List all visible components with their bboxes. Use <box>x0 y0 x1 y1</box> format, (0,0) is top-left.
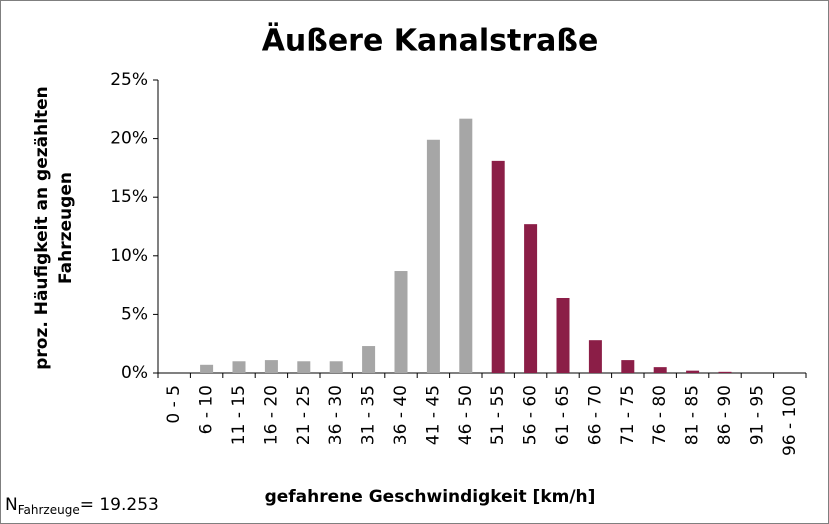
y-axis-title: Fahrzeugen <box>56 172 76 284</box>
x-tick-label: 6 - 10 <box>197 385 217 434</box>
y-tick-label: 5% <box>121 304 148 324</box>
x-tick-label: 36 - 30 <box>326 385 346 445</box>
bar <box>621 360 635 373</box>
bar <box>264 360 278 373</box>
x-tick-label: 76 - 80 <box>650 385 670 445</box>
bar <box>653 367 667 373</box>
chart-title: Äußere Kanalstraße <box>262 23 599 59</box>
x-tick-label: 46 - 50 <box>456 385 476 445</box>
y-axis-title: proz. Häufigkeit an gezählten <box>32 86 52 370</box>
x-tick-label: 11 - 15 <box>229 385 249 445</box>
bar <box>524 224 538 373</box>
bar <box>297 361 311 373</box>
note: NFahrzeuge= 19.253 <box>5 495 159 517</box>
bar <box>362 346 376 373</box>
bar <box>200 364 214 373</box>
note-text: = 19.253 <box>80 495 159 515</box>
bar <box>686 370 700 373</box>
note-prefix: N <box>5 495 18 515</box>
x-tick-label: 16 - 20 <box>261 385 281 445</box>
x-tick-label: 66 - 70 <box>585 385 605 445</box>
x-tick-label: 36 - 40 <box>391 385 411 445</box>
bar <box>718 371 732 373</box>
bar <box>556 297 570 373</box>
x-tick-label: 81 - 85 <box>683 385 703 445</box>
bar <box>394 271 408 373</box>
x-tick-label: 51 - 55 <box>488 385 508 445</box>
x-tick-label: 31 - 35 <box>359 385 379 445</box>
x-tick-label: 71 - 75 <box>618 385 638 445</box>
bar <box>232 361 246 373</box>
bar <box>329 361 343 373</box>
x-tick-label: 0 - 5 <box>164 385 184 424</box>
x-axis-title: gefahrene Geschwindigkeit [km/h] <box>265 487 596 507</box>
x-tick-label: 41 - 45 <box>423 385 443 445</box>
note-subscript: Fahrzeuge <box>18 503 80 517</box>
bar <box>459 118 473 374</box>
y-tick-label: 20% <box>110 129 148 149</box>
x-tick-label: 56 - 60 <box>521 385 541 445</box>
bar <box>426 139 440 373</box>
x-tick-label: 21 - 25 <box>294 385 314 445</box>
x-tick-label: 61 - 65 <box>553 385 573 445</box>
y-tick-label: 10% <box>110 246 148 266</box>
bar <box>588 340 602 373</box>
y-tick-label: 25% <box>110 70 148 90</box>
x-tick-label: 86 - 90 <box>715 385 735 445</box>
y-tick-label: 0% <box>121 363 148 383</box>
x-tick-label: 96 - 100 <box>780 385 800 456</box>
y-tick-label: 15% <box>110 187 148 207</box>
x-tick-label: 91 - 95 <box>747 385 767 445</box>
bar <box>491 160 505 373</box>
